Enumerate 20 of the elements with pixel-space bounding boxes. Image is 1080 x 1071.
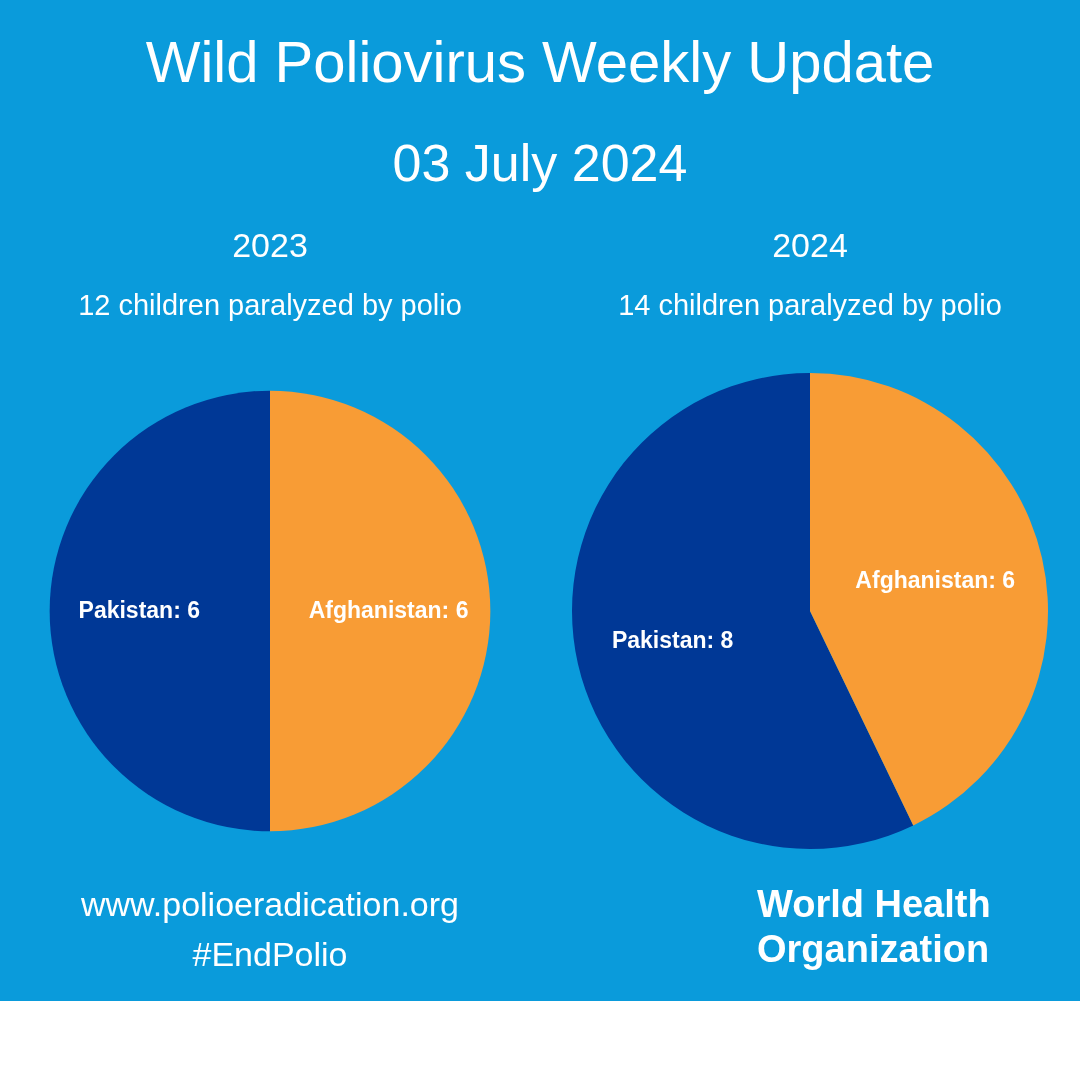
slice-label: Pakistan [78, 597, 174, 623]
chart-title: 2023 [232, 226, 308, 264]
data-label: : 6 [988, 566, 1016, 593]
text: World Health Organization [757, 883, 991, 970]
text: Wild Poliovirus Weekly Update [145, 29, 935, 94]
chart-title: 2024 [772, 226, 848, 264]
pie-slice [270, 390, 490, 832]
text: www.polioeradication.org [80, 885, 459, 923]
chart-subtitle: 14 children paralyzed by polio [618, 289, 1002, 321]
slice-label: Afghanistan [308, 597, 442, 623]
slice-label: Afghanistan [855, 566, 989, 593]
text: 03 July 2024 [392, 134, 688, 192]
pie-slice [810, 373, 1048, 826]
data-label: : 6 [173, 597, 200, 623]
text: #EndPolio [192, 935, 348, 973]
data-label: : 8 [706, 627, 734, 654]
pie-slice [50, 390, 270, 832]
slice-label: Pakistan [611, 627, 707, 654]
data-label: : 6 [441, 597, 469, 623]
chart-subtitle: 12 children paralyzed by polio [78, 289, 462, 321]
